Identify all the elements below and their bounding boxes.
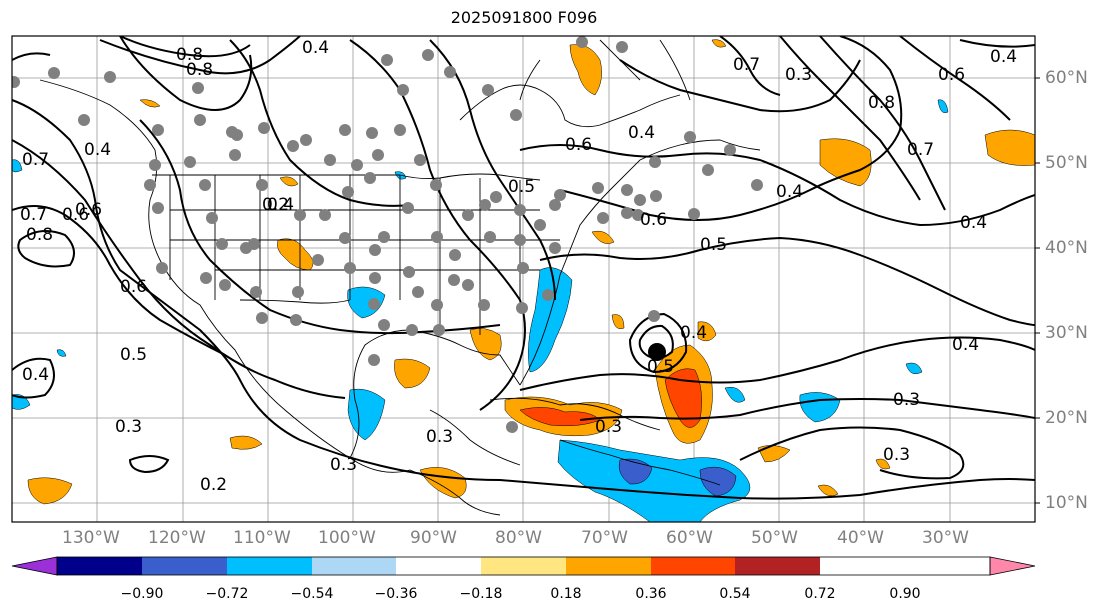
contour-label: 0.4 — [952, 335, 979, 355]
lon-label-90w: 90°W — [410, 528, 457, 548]
contour-label: 0.3 — [883, 445, 910, 465]
contour-label: 0.3 — [785, 65, 812, 85]
negative-anomaly-shading — [12, 99, 949, 522]
colorbar-tick-label: 0.54 — [719, 586, 751, 602]
contour-label: 0.4 — [267, 195, 294, 215]
contour-label: 0.2 — [200, 475, 227, 495]
contour-label: 0.4 — [302, 38, 329, 58]
lon-label-60w: 60°W — [666, 528, 713, 548]
colorbar-tick-label: −0.36 — [374, 586, 418, 602]
lon-label-120w: 120°W — [148, 528, 206, 548]
contour-label: 0.2 — [262, 195, 289, 215]
lon-label-130w: 130°W — [62, 528, 120, 548]
coastlines-and-borders — [39, 39, 761, 516]
lon-label-100w: 100°W — [318, 528, 376, 548]
lon-label-50w: 50°W — [751, 528, 798, 548]
contour-label: 0.6 — [565, 135, 592, 155]
contour-label: 0.8 — [868, 93, 895, 113]
contour-label: 0.8 — [26, 225, 53, 245]
positive-anomaly-shading — [27, 39, 1035, 505]
colorbar-tick-label: 0.18 — [550, 586, 582, 602]
contour-label: 0.4 — [84, 140, 111, 160]
storm-center-marker — [648, 343, 666, 361]
lon-label-70w: 70°W — [581, 528, 628, 548]
colorbar-tick-label: 0.36 — [635, 586, 667, 602]
colorbar-tick-label: −0.72 — [205, 586, 249, 602]
contour-label: 0.3 — [330, 455, 357, 475]
contour-label: 0.3 — [115, 417, 142, 437]
contour-lines — [12, 36, 1035, 500]
map-title: 2025091800 F096 — [450, 8, 598, 27]
lon-label-110w: 110°W — [233, 528, 291, 548]
contour-label: 0.5 — [508, 177, 535, 197]
contour-label: 0.4 — [960, 213, 987, 233]
lat-label-50n: 50°N — [1045, 153, 1088, 173]
colorbar-tick-label: −0.18 — [459, 586, 503, 602]
lat-label-10n: 10°N — [1045, 493, 1088, 513]
colorbar-tick-label: −0.90 — [120, 586, 164, 602]
contour-label: 0.6 — [75, 200, 102, 220]
lon-label-40w: 40°W — [837, 528, 884, 548]
contour-label: 0.4 — [776, 182, 803, 202]
contour-label: 0.4 — [628, 123, 655, 143]
contour-label: 0.4 — [22, 365, 49, 385]
contour-label: 0.4 — [990, 47, 1017, 67]
contour-label: 0.7 — [22, 150, 49, 170]
contour-label: 0.8 — [176, 45, 203, 65]
lat-label-40n: 40°N — [1045, 238, 1088, 258]
contour-label: 0.7 — [907, 140, 934, 160]
contour-label: 0.3 — [426, 427, 453, 447]
contour-label: 0.3 — [595, 417, 622, 437]
contour-label: 0.6 — [62, 205, 89, 225]
colorbar-tick-label: −0.54 — [290, 586, 334, 602]
contour-label: 0.3 — [893, 390, 920, 410]
lon-label-80w: 80°W — [495, 528, 542, 548]
contour-label: 0.7 — [733, 55, 760, 75]
lat-label-20n: 20°N — [1045, 408, 1088, 428]
colorbar-tick-label: 0.72 — [804, 586, 836, 602]
lon-label-30w: 30°W — [922, 528, 969, 548]
colorbar-tick-label: 0.90 — [889, 586, 921, 602]
contour-label: 0.7 — [20, 205, 47, 225]
contour-label: 0.5 — [120, 345, 147, 365]
contour-label: 0.8 — [186, 60, 213, 80]
lat-label-30n: 30°N — [1045, 323, 1088, 343]
contour-label: 0.5 — [647, 357, 674, 377]
contour-label: 0.4 — [680, 323, 707, 343]
lat-label-60n: 60°N — [1045, 68, 1088, 88]
contour-label: 0.5 — [700, 235, 727, 255]
contour-label: 0.6 — [640, 210, 667, 230]
contour-label: 0.6 — [938, 65, 965, 85]
contour-labels: 0.8 0.4 0.7 0.3 0.6 0.4 0.8 0.7 0.4 0.5 … — [20, 38, 1017, 495]
station-markers — [12, 36, 763, 433]
contour-label: 0.6 — [120, 277, 147, 297]
